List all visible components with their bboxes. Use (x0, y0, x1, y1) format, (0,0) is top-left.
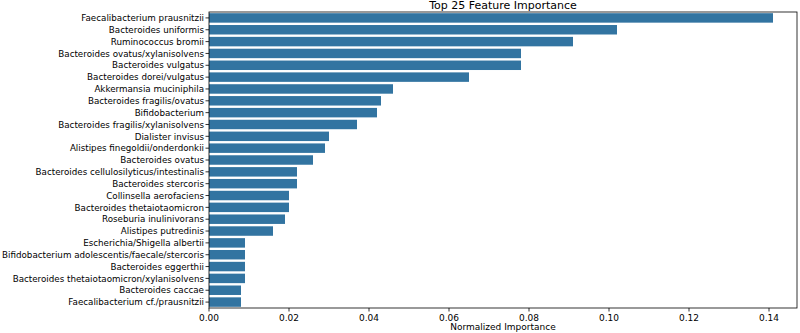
category-label: Ruminococcus bromii (111, 37, 204, 47)
y-tick (206, 77, 210, 78)
x-tick (369, 308, 370, 312)
x-tick (529, 308, 530, 312)
bar (209, 84, 393, 93)
y-tick (206, 195, 210, 196)
y-tick (206, 88, 210, 89)
bar (209, 49, 521, 58)
y-tick (206, 100, 210, 101)
x-tick (209, 308, 210, 312)
bar (209, 297, 241, 306)
y-tick (206, 207, 210, 208)
category-label: Roseburia inulinivorans (102, 214, 204, 224)
x-tick (289, 308, 290, 312)
y-tick (206, 112, 210, 113)
category-label: Bacteroides thetaiotaomicron/xylanisolve… (13, 274, 205, 284)
bar (209, 226, 273, 235)
category-label: Bacteroides stercoris (112, 179, 204, 189)
y-tick (206, 160, 210, 161)
bar (209, 13, 773, 22)
category-label: Bacteroides uniformis (109, 25, 205, 35)
bar (209, 143, 325, 152)
y-tick (206, 254, 210, 255)
bar (209, 274, 245, 283)
category-label: Bacteroides fragilis/xylanisolvens (58, 120, 204, 130)
bar (209, 250, 245, 259)
x-tick-label: 0.00 (199, 313, 219, 323)
category-label: Bifidobacterium (135, 108, 204, 118)
y-tick (206, 302, 210, 303)
bar (209, 203, 289, 212)
x-tick (449, 308, 450, 312)
category-label: Bacteroides ovatus (120, 155, 204, 165)
bar (209, 191, 289, 200)
bar (209, 25, 617, 34)
x-tick (609, 308, 610, 312)
x-tick-label: 0.10 (599, 313, 619, 323)
bar (209, 286, 241, 295)
bar (209, 179, 297, 188)
bar (209, 238, 245, 247)
category-label: Dialister invisus (135, 132, 205, 142)
bar (209, 96, 381, 105)
y-tick (206, 53, 210, 54)
x-tick (689, 308, 690, 312)
category-label: Bacteroides cellulosilyticus/intestinali… (36, 167, 205, 177)
y-tick (206, 266, 210, 267)
category-label: Alistipes putredinis (121, 226, 205, 236)
bars (209, 13, 773, 307)
category-label: Bacteroides vulgatus (112, 60, 204, 70)
category-label: Escherichia/Shigella albertii (83, 238, 204, 248)
x-tick-label: 0.04 (359, 313, 379, 323)
x-tick-label: 0.12 (679, 313, 699, 323)
y-tick (206, 148, 210, 149)
category-label: Bacteroides ovatus/xylanisolvens (58, 49, 204, 59)
bar (209, 120, 357, 129)
plot-frame (209, 12, 797, 308)
category-label: Akkermansia muciniphila (94, 84, 204, 94)
y-tick (206, 278, 210, 279)
category-label: Bacteroides caccae (119, 285, 204, 295)
bar (209, 167, 297, 176)
y-tick (206, 17, 210, 18)
bar (209, 61, 521, 70)
category-label: Collinsella aerofaciens (106, 191, 204, 201)
y-tick (206, 171, 210, 172)
chart: 0.000.020.040.060.080.100.120.14Faecalib… (0, 0, 800, 333)
category-label: Bacteroides eggerthii (110, 262, 204, 272)
y-tick (206, 183, 210, 184)
category-label: Faecalibacterium prausnitzii (81, 13, 204, 23)
bar (209, 108, 377, 117)
category-label: Alistipes finegoldii/onderdonkii (70, 143, 204, 153)
category-label: Bifidobacterium adolescentis/faecale/ste… (2, 250, 204, 260)
bar (209, 37, 573, 46)
y-tick (206, 219, 210, 220)
x-tick-label: 0.14 (759, 313, 779, 323)
y-tick (206, 41, 210, 42)
bar (209, 132, 329, 141)
x-tick (769, 308, 770, 312)
y-tick (206, 231, 210, 232)
y-tick (206, 124, 210, 125)
chart-title: Top 25 Feature Importance (428, 0, 577, 12)
bar (209, 72, 469, 81)
bar (209, 155, 313, 164)
x-axis-label: Normalized Importance (450, 322, 556, 332)
bar (209, 262, 245, 271)
y-tick (206, 290, 210, 291)
y-tick (206, 65, 210, 66)
x-tick-label: 0.02 (279, 313, 299, 323)
category-label: Bacteroides fragilis/ovatus (88, 96, 205, 106)
category-label: Bacteroides dorei/vulgatus (87, 72, 204, 82)
y-tick (206, 242, 210, 243)
y-tick (206, 29, 210, 30)
bar (209, 214, 285, 223)
category-label: Faecalibacterium cf./prausnitzii (68, 297, 204, 307)
y-tick (206, 136, 210, 137)
category-label: Bacteroides thetaiotaomicron (75, 203, 204, 213)
